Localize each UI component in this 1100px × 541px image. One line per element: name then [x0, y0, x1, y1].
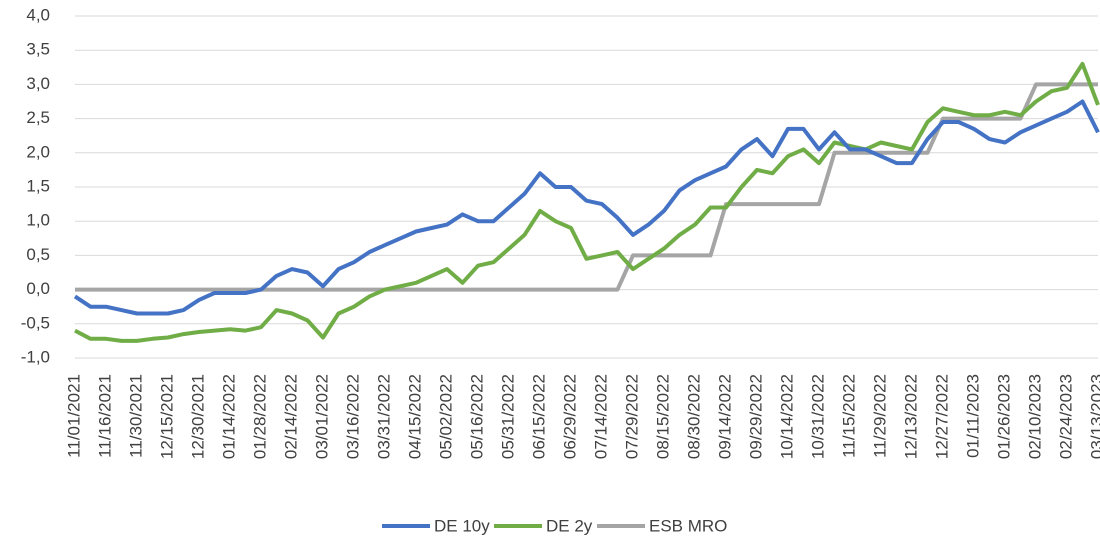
- y-tick-label: 1,5: [26, 176, 50, 195]
- y-tick-label: 0,0: [26, 279, 50, 298]
- x-tick-label: 02/10/2023: [1025, 374, 1044, 459]
- x-tick-label: 08/30/2022: [684, 374, 703, 459]
- y-tick-label: 1,0: [26, 211, 50, 230]
- series-line: [75, 82, 1098, 292]
- y-tick-label: -0,5: [21, 313, 50, 332]
- x-tick-label: 10/31/2022: [808, 374, 827, 459]
- x-tick-label: 11/15/2022: [839, 374, 858, 458]
- x-tick-label: 01/11/2023: [963, 374, 982, 458]
- y-tick-label: 3,0: [26, 74, 50, 93]
- y-tick-label: 3,5: [26, 40, 50, 59]
- legend-label: DE 2y: [546, 516, 593, 535]
- x-tick-label: 03/13/2023: [1087, 374, 1100, 459]
- x-tick-label: 11/16/2021: [95, 374, 114, 458]
- legend-label: ESB MRO: [649, 516, 727, 535]
- series-line: [74, 61, 1100, 343]
- x-tick-label: 06/15/2022: [529, 374, 548, 459]
- x-tick-label: 07/29/2022: [622, 374, 641, 459]
- x-tick-label: 11/01/2021: [64, 374, 83, 458]
- x-tick-label: 09/14/2022: [715, 374, 734, 459]
- y-tick-label: 2,0: [26, 142, 50, 161]
- y-tick-label: 2,5: [26, 108, 50, 127]
- y-tick-label: -1,0: [21, 347, 50, 366]
- x-tick-label: 03/31/2022: [374, 374, 393, 459]
- x-tick-label: 01/28/2022: [250, 374, 269, 459]
- x-tick-label: 03/16/2022: [343, 374, 362, 459]
- x-tick-label: 01/26/2023: [994, 374, 1013, 459]
- x-tick-label: 11/29/2022: [870, 374, 889, 458]
- x-tick-label: 09/29/2022: [746, 374, 765, 459]
- x-tick-label: 01/14/2022: [219, 374, 238, 459]
- legend-label: DE 10y: [434, 516, 490, 535]
- y-tick-label: 0,5: [26, 245, 50, 264]
- x-tick-label: 03/01/2022: [312, 374, 331, 459]
- x-tick-label: 12/30/2021: [188, 374, 207, 459]
- x-tick-label: 10/14/2022: [777, 374, 796, 459]
- series-line: [73, 99, 1100, 316]
- x-tick-label: 05/16/2022: [467, 374, 486, 459]
- x-tick-label: 11/30/2021: [126, 374, 145, 458]
- x-tick-label: 07/14/2022: [591, 374, 610, 459]
- x-tick-label: 04/15/2022: [405, 374, 424, 459]
- x-tick-label: 02/14/2022: [281, 374, 300, 459]
- x-tick-label: 05/31/2022: [498, 374, 517, 459]
- x-tick-label: 08/15/2022: [653, 374, 672, 459]
- x-tick-label: 02/24/2023: [1056, 374, 1075, 459]
- x-tick-label: 05/02/2022: [436, 374, 455, 459]
- x-tick-label: 06/29/2022: [560, 374, 579, 459]
- x-tick-label: 12/13/2022: [901, 374, 920, 459]
- y-tick-label: 4,0: [26, 5, 50, 24]
- x-tick-label: 12/15/2021: [157, 374, 176, 459]
- x-tick-label: 12/27/2022: [932, 374, 951, 459]
